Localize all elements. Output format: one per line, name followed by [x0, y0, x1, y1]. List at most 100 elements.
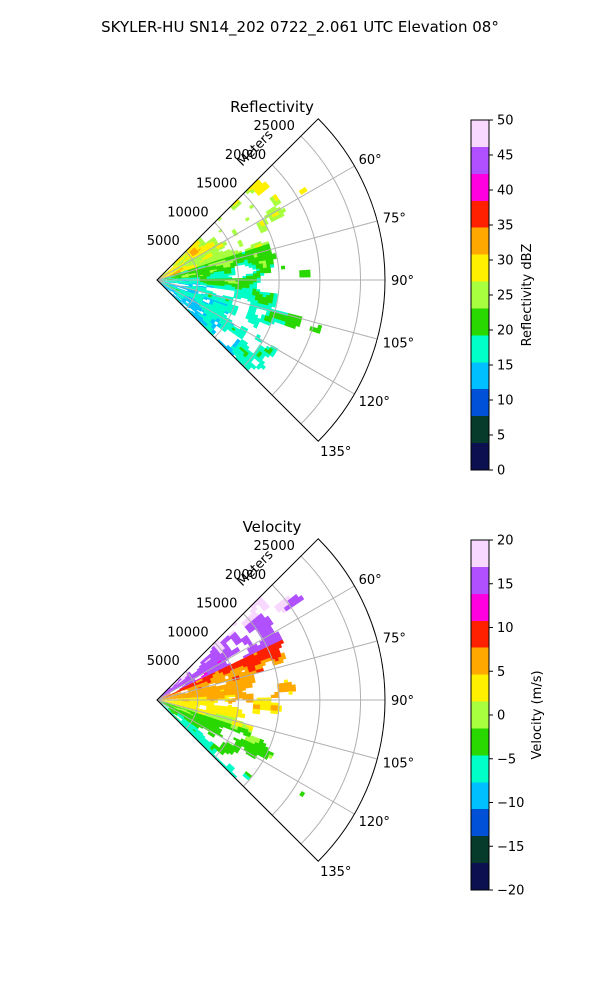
echo-cell — [212, 646, 217, 652]
echo-cell — [186, 711, 191, 715]
echo-cell — [171, 686, 175, 690]
echo-cell — [234, 742, 239, 747]
echo-cell — [221, 298, 227, 301]
echo-cell — [181, 274, 186, 276]
echo-cell — [217, 322, 222, 327]
echo-cell — [213, 307, 219, 312]
echo-cell — [174, 280, 179, 282]
echo-cell — [222, 313, 228, 318]
echo-cell — [242, 741, 248, 746]
echo-cell — [249, 651, 254, 656]
echo-cell — [186, 292, 191, 296]
echo-cell — [214, 306, 219, 310]
echo-cell — [221, 719, 226, 723]
echo-cell — [185, 278, 190, 280]
echo-cell — [208, 253, 213, 257]
echo-cell — [179, 268, 184, 271]
echo-cell — [170, 704, 175, 707]
echo-cell — [226, 726, 231, 730]
echo-cell — [171, 290, 175, 294]
echo-cell — [225, 645, 230, 651]
echo-cell — [167, 275, 171, 277]
echo-cell — [185, 703, 190, 705]
echo-cell — [210, 298, 215, 302]
echo-cell — [185, 694, 190, 696]
echo-cell — [247, 298, 252, 302]
echo-cell — [207, 252, 213, 256]
echo-cell — [166, 703, 171, 706]
echo-cell — [180, 681, 185, 685]
echo-cell — [192, 723, 196, 727]
echo-cell — [201, 241, 206, 246]
echo-cell — [183, 708, 188, 711]
echo-cell — [159, 702, 163, 705]
echo-cell — [160, 281, 164, 283]
echo-cell — [170, 272, 174, 275]
echo-cell — [208, 311, 213, 315]
echo-cell — [178, 281, 183, 283]
echo-cell — [177, 273, 182, 276]
echo-cell — [219, 751, 225, 756]
echo-cell — [183, 688, 188, 691]
echo-cell — [194, 731, 199, 736]
echo-cell — [234, 635, 240, 640]
echo-cell — [169, 272, 174, 275]
echo-cell — [214, 260, 219, 263]
echo-cell — [205, 655, 210, 660]
echo-cell — [174, 266, 179, 269]
azimuth-spoke — [156, 640, 378, 701]
echo-cell — [182, 252, 187, 257]
echo-cell — [196, 735, 201, 739]
echo-cell — [171, 280, 176, 282]
echo-cell — [221, 308, 227, 312]
echo-cell — [176, 681, 180, 685]
echo-cell — [181, 299, 186, 303]
echo-cell — [204, 322, 209, 327]
echo-cell — [194, 298, 200, 302]
echo-cell — [195, 731, 200, 735]
echo-cell — [196, 295, 201, 299]
echo-cell — [170, 266, 175, 270]
echo-cell — [174, 281, 179, 283]
echo-cell — [181, 282, 186, 285]
echo-cell — [166, 694, 171, 697]
echo-cell — [278, 639, 285, 645]
echo-cell — [180, 271, 185, 273]
echo-cell — [167, 281, 172, 283]
echo-cell — [247, 641, 253, 646]
echo-cell — [227, 273, 233, 276]
echo-cell — [208, 322, 214, 327]
echo-cell — [243, 730, 249, 735]
echo-cell — [233, 727, 239, 731]
echo-cell — [238, 742, 244, 747]
echo-cell — [283, 605, 290, 612]
echo-cell — [223, 649, 228, 654]
echo-cell — [209, 728, 214, 733]
echo-cell — [160, 698, 165, 700]
echo-cell — [281, 688, 286, 693]
echo-cell — [191, 692, 196, 694]
echo-cell — [188, 287, 193, 289]
echo-cell — [210, 325, 215, 330]
echo-cell — [194, 670, 199, 674]
echo-cell — [196, 729, 201, 733]
echo-cell — [192, 254, 197, 258]
echo-cell — [195, 304, 200, 308]
echo-cell — [189, 294, 194, 298]
echo-cell — [195, 252, 200, 256]
echo-cell — [263, 707, 268, 711]
echo-cell — [173, 683, 177, 687]
echo-cell — [166, 273, 171, 276]
echo-cell — [177, 271, 182, 274]
echo-cell — [244, 636, 250, 642]
echo-cell — [243, 340, 249, 346]
echo-cell — [232, 230, 238, 235]
echo-cell — [224, 309, 230, 313]
echo-cell — [181, 275, 186, 277]
echo-cell — [197, 263, 202, 267]
echo-cell — [216, 666, 222, 670]
echo-cell — [159, 275, 164, 278]
echo-cell — [175, 289, 180, 292]
echo-cell — [202, 312, 208, 317]
echo-cell — [182, 265, 187, 268]
